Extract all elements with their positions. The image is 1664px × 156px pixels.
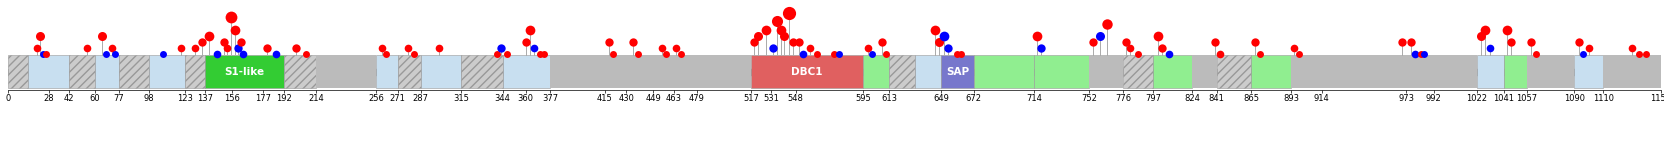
Bar [1193,55,1216,88]
Bar [503,55,551,88]
Bar [940,55,973,88]
Bar [8,69,1661,75]
Bar [1123,55,1153,88]
Bar [864,55,889,88]
Bar [1406,55,1434,88]
Bar [1476,55,1504,88]
Bar [1602,55,1661,88]
Bar [421,55,461,88]
Bar [118,55,150,88]
Bar [376,55,398,88]
Bar [28,55,68,88]
Bar [1035,55,1088,88]
Bar [1251,55,1291,88]
Bar [398,55,421,88]
Text: DBC1: DBC1 [792,67,824,77]
Bar [973,55,1035,88]
Bar [1528,55,1574,88]
Bar [1291,55,1406,88]
Bar [1574,55,1602,88]
Bar [8,55,28,88]
Bar [1504,55,1528,88]
Bar [1088,55,1123,88]
Bar [205,55,285,88]
Bar [889,55,915,88]
Text: S1-like: S1-like [225,67,265,77]
Bar [316,55,376,88]
Bar [915,55,940,88]
Bar [1153,55,1193,88]
Bar [1434,55,1476,88]
Bar [750,55,864,88]
Bar [1216,55,1251,88]
Bar [461,55,503,88]
Bar [150,55,185,88]
Bar [697,55,750,88]
Bar [551,55,697,88]
Bar [185,55,205,88]
Bar [285,55,316,88]
Text: SAP: SAP [945,67,968,77]
Bar [95,55,118,88]
Bar [68,55,95,88]
